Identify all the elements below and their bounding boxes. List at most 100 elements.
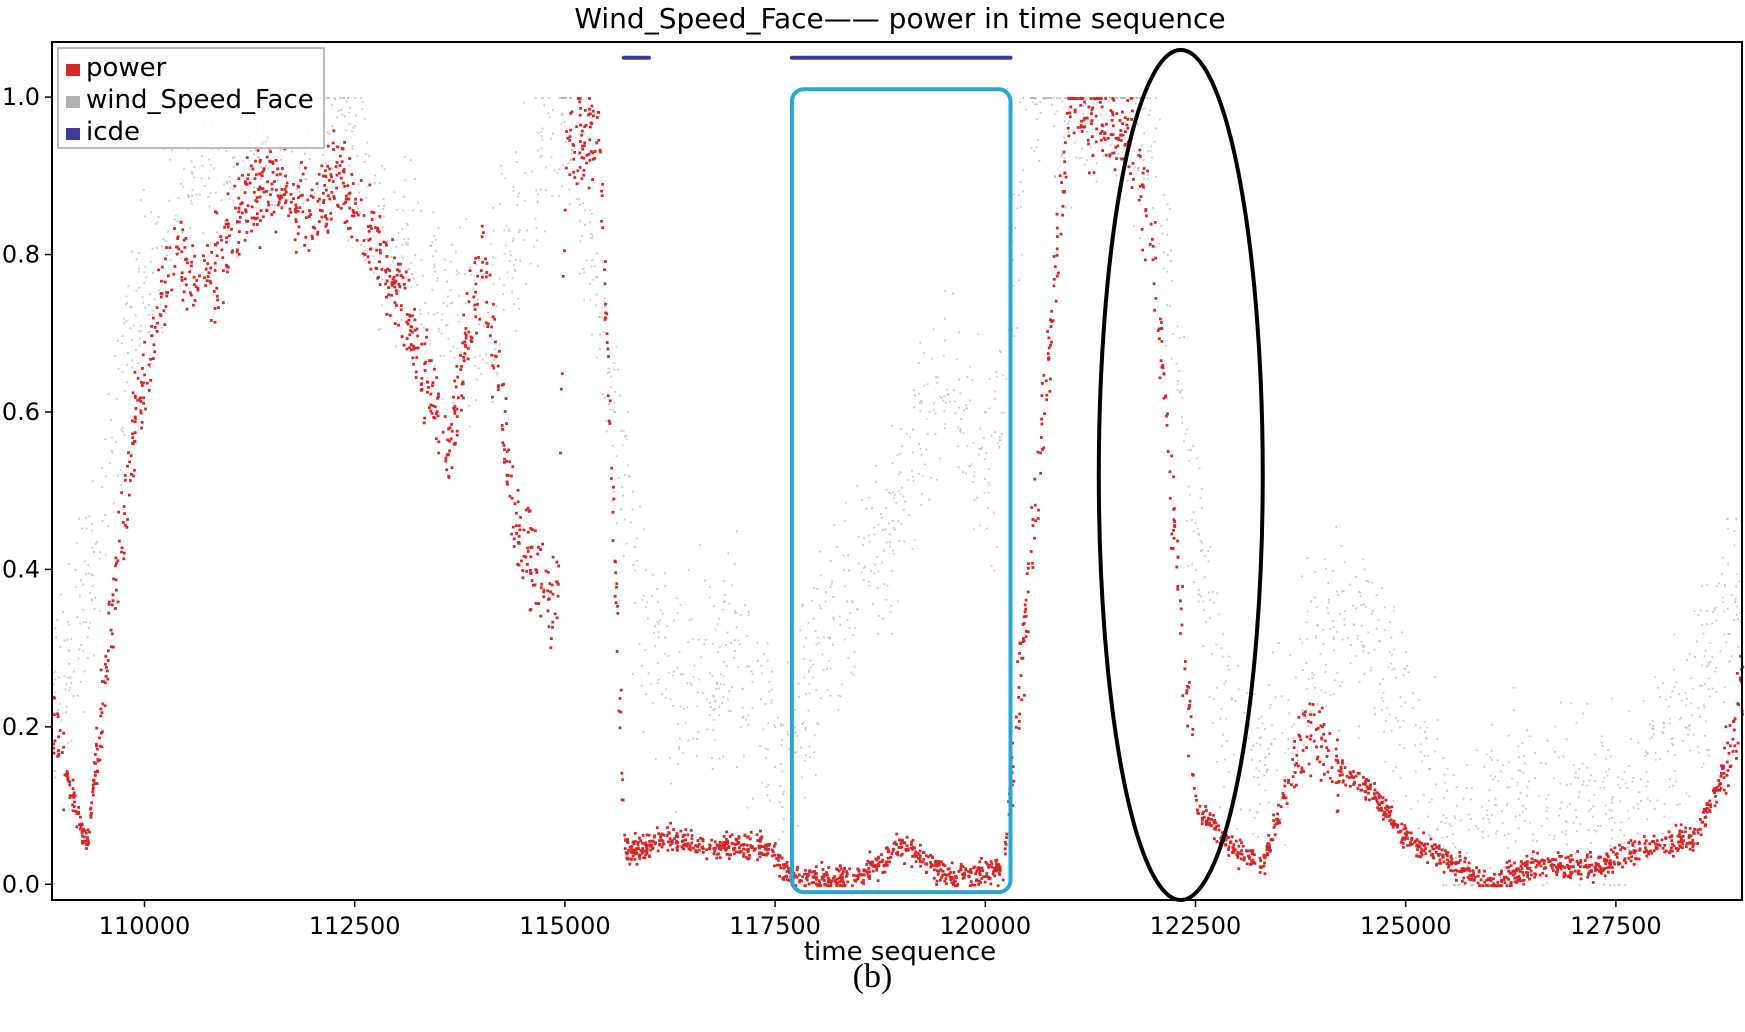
power-point: [770, 848, 774, 852]
power-point: [919, 843, 922, 847]
wind-speed-point: [623, 555, 625, 557]
power-point: [1181, 694, 1185, 698]
wind-speed-point: [324, 162, 327, 165]
power-point: [1699, 833, 1703, 837]
wind-speed-point: [1706, 609, 1709, 612]
wind-speed-point: [1056, 110, 1059, 113]
wind-speed-point: [917, 473, 920, 475]
wind-speed-point: [377, 329, 380, 331]
wind-speed-point: [1483, 766, 1486, 768]
wind-speed-point: [90, 522, 93, 525]
wind-speed-point: [625, 542, 628, 545]
wind-speed-point: [1703, 706, 1706, 709]
power-point: [143, 373, 146, 377]
wind-speed-point: [608, 371, 611, 373]
wind-speed-point: [862, 579, 865, 581]
power-point: [846, 880, 850, 884]
wind-speed-point: [135, 349, 137, 351]
wind-speed-point: [1436, 719, 1439, 721]
wind-speed-point: [455, 273, 458, 276]
wind-speed-point: [1586, 766, 1589, 769]
power-point: [347, 192, 351, 196]
wind-speed-point: [478, 323, 481, 326]
wind-speed-point: [1012, 260, 1014, 262]
wind-speed-point: [156, 221, 159, 224]
power-point: [559, 387, 563, 391]
wind-speed-point: [1324, 671, 1327, 673]
power-point: [191, 244, 195, 248]
power-point: [756, 839, 760, 842]
wind-speed-point: [162, 280, 165, 282]
wind-speed-point: [1662, 682, 1664, 684]
wind-speed-point: [725, 644, 727, 646]
wind-speed-point: [1519, 862, 1522, 865]
power-point: [896, 850, 899, 854]
power-point: [626, 841, 630, 844]
power-point: [1258, 856, 1262, 860]
power-point: [359, 179, 363, 182]
power-point: [52, 695, 56, 699]
power-point: [207, 271, 211, 275]
power-point: [539, 548, 542, 551]
wind-speed-point: [1355, 607, 1358, 610]
wind-speed-point: [1306, 687, 1308, 690]
power-point: [1387, 815, 1391, 818]
wind-speed-point: [1091, 98, 1094, 100]
wind-speed-point: [1225, 717, 1228, 720]
wind-speed-point: [709, 706, 712, 708]
wind-speed-point: [189, 227, 191, 230]
power-point: [807, 873, 811, 877]
wind-speed-point: [1195, 569, 1197, 572]
wind-speed-point: [1688, 653, 1691, 655]
wind-speed-point: [747, 614, 750, 617]
power-point: [1004, 852, 1007, 856]
wind-speed-point: [966, 375, 969, 378]
wind-speed-point: [1081, 147, 1084, 150]
power-point: [1283, 784, 1287, 788]
wind-speed-point: [899, 452, 902, 455]
power-point: [294, 203, 298, 207]
power-point: [1388, 810, 1391, 814]
wind-speed-point: [1200, 550, 1202, 552]
wind-speed-point: [887, 491, 890, 494]
power-point: [1099, 132, 1102, 136]
power-point: [299, 179, 303, 183]
wind-speed-point: [987, 491, 990, 494]
wind-speed-point: [561, 112, 564, 115]
wind-speed-point: [1737, 646, 1740, 648]
power-point: [1049, 377, 1052, 381]
wind-speed-point: [117, 474, 119, 477]
power-point: [362, 239, 366, 242]
wind-speed-point: [622, 429, 625, 432]
wind-speed-point: [1085, 115, 1088, 118]
power-point: [1185, 689, 1189, 692]
wind-speed-point: [59, 703, 61, 705]
wind-speed-point: [1186, 520, 1188, 522]
wind-speed-point: [1646, 857, 1649, 860]
power-point: [1477, 869, 1481, 872]
wind-speed-point: [353, 125, 356, 128]
wind-speed-point: [485, 353, 487, 356]
wind-speed-point: [801, 603, 804, 606]
wind-speed-point: [411, 273, 414, 276]
wind-speed-point: [396, 209, 398, 211]
power-point: [1526, 871, 1530, 875]
wind-speed-point: [1574, 771, 1577, 774]
power-point: [269, 193, 272, 197]
power-point: [428, 359, 431, 363]
power-point: [1509, 864, 1513, 868]
power-point: [940, 876, 943, 879]
wind-speed-point: [149, 260, 152, 263]
power-point: [1172, 475, 1175, 479]
wind-speed-point: [1427, 815, 1429, 818]
wind-speed-point: [1176, 389, 1179, 391]
wind-speed-point: [921, 492, 923, 495]
power-point: [886, 848, 890, 851]
wind-speed-point: [1608, 818, 1611, 820]
power-point: [485, 300, 488, 304]
wind-speed-point: [1022, 97, 1024, 99]
wind-speed-point: [697, 691, 699, 694]
wind-speed-point: [1708, 695, 1711, 698]
power-point: [1704, 815, 1708, 819]
wind-speed-point: [780, 763, 782, 765]
